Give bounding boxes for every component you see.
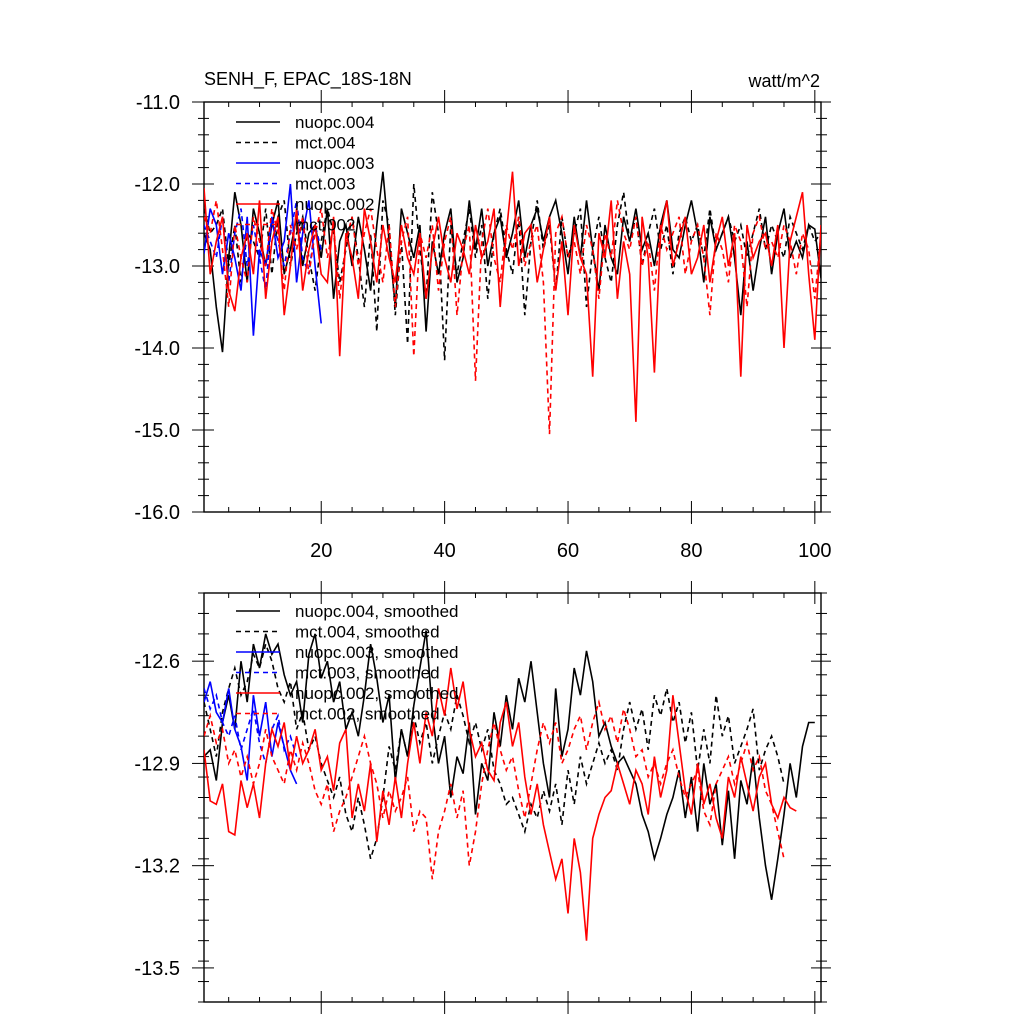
y-tick-label: -12.6 [134,651,180,673]
x-tick-label: 40 [434,540,456,562]
legend-label: nuopc.004 [295,113,374,132]
series-line-nuopc-002 [204,171,821,422]
series-line-mct-002-smoothed [204,698,785,880]
series-line-mct-004-smoothed [204,641,785,860]
plot-frame [203,101,822,513]
y-tick-label: -13.5 [134,958,180,980]
x-tick-label: 80 [680,540,702,562]
y-tick-label: -14.0 [134,338,180,360]
series-line-mct-002 [204,200,821,435]
y-tick-label: -15.0 [134,420,180,442]
y-tick-label: -12.9 [134,753,180,775]
chart-title: SENH_F, EPAC_18S-18N [204,69,412,90]
top-panel: 20 40 60 80 100 -11.0 -12.0 -13.0 -14.0 -15.0 -16.… [134,90,832,562]
legend-label: nuopc.002 [295,195,374,214]
bottom-panel: -12.6 -12.9 -13.2 -13.5 nuopc.004, smoothed m… [134,581,831,1014]
legend-label: mct.004, smoothed [295,623,440,642]
series-line-nuopc-004-smoothed [204,630,815,900]
series-line-mct-003 [204,200,322,291]
legend-label: mct.004 [295,134,355,153]
legend-label: mct.003 [295,175,355,194]
series-line-mct-004 [204,183,821,361]
legend-label: nuopc.003 [295,154,374,173]
legend-label: mct.002, smoothed [295,705,440,724]
x-tick-label: 100 [798,540,831,562]
units-label: watt/m^2 [748,71,820,91]
legend-label: nuopc.002, smoothed [295,684,459,703]
legend-label: nuopc.003, smoothed [295,643,459,662]
y-tick-label: -16.0 [134,502,180,524]
x-tick-label: 60 [557,540,579,562]
y-tick-label: -11.0 [136,92,180,114]
series-line-nuopc-002-smoothed [204,667,797,941]
y-tick-label: -12.0 [134,174,180,196]
y-tick-label: -13.2 [134,856,180,878]
legend-label: mct.002 [295,216,355,235]
x-tick-label: 20 [310,540,332,562]
legend-label: mct.003, smoothed [295,664,440,683]
legend-label: nuopc.004, smoothed [295,602,459,621]
y-tick-label: -13.0 [134,256,180,278]
